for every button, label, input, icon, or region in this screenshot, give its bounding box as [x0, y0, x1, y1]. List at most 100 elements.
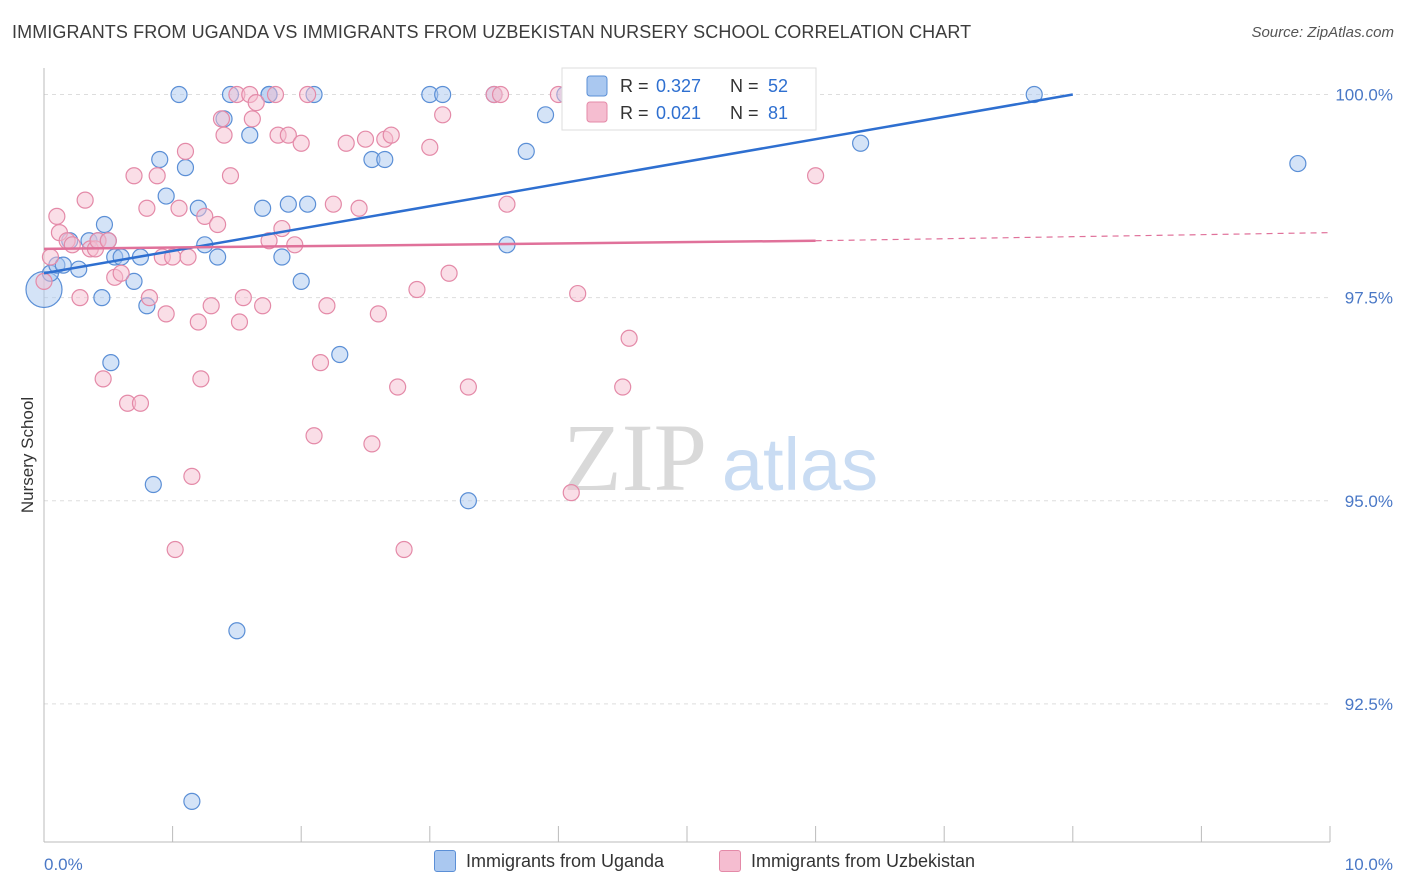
- legend-r-value-uganda: 0.327: [656, 76, 701, 96]
- point-uzbekistan-50: [292, 134, 310, 152]
- point-uzbekistan-41: [243, 110, 261, 128]
- point-uzbekistan-43: [254, 297, 272, 315]
- trend-lines: [43, 93, 1331, 275]
- point-uzbekistan-57: [350, 199, 368, 217]
- series-legend: Immigrants from Uganda Immigrants from U…: [0, 850, 1406, 880]
- point-uganda-22: [183, 792, 201, 810]
- point-uganda-35: [292, 272, 310, 290]
- point-uzbekistan-54: [318, 297, 336, 315]
- grid-lines: [44, 94, 1330, 705]
- point-uzbekistan-42: [247, 94, 265, 112]
- point-uganda-18: [151, 150, 169, 169]
- point-uganda-42: [434, 85, 452, 104]
- point-uzbekistan-72: [498, 195, 516, 213]
- tick-labels: 100.0% 97.5% 95.0% 92.5% 0.0% 10.0%: [44, 86, 1393, 875]
- y-tick-label-3: 92.5%: [1345, 695, 1393, 714]
- point-uzbekistan-48: [279, 126, 297, 144]
- point-uzbekistan-77: [620, 329, 638, 347]
- point-uganda-47: [536, 106, 555, 124]
- point-uzbekistan-17: [131, 394, 150, 412]
- point-uganda-30: [254, 199, 272, 217]
- point-uzbekistan-56: [337, 134, 355, 152]
- point-uganda-13: [112, 248, 130, 266]
- point-uzbekistan-45: [266, 85, 285, 104]
- point-uganda-20: [170, 85, 188, 104]
- point-uganda-29: [241, 126, 259, 144]
- x-tick-label-1: 10.0%: [1345, 855, 1393, 874]
- point-uzbekistan-7: [76, 191, 94, 209]
- point-uzbekistan-52: [305, 427, 323, 445]
- point-uganda-25: [209, 248, 227, 266]
- point-uzbekistan-33: [209, 215, 227, 234]
- point-uzbekistan-74: [562, 484, 580, 502]
- point-uganda-8: [93, 289, 111, 307]
- point-uzbekistan-31: [196, 207, 214, 225]
- y-tick-label-0: 100.0%: [1335, 86, 1393, 105]
- data-points: [25, 85, 1307, 810]
- point-uzbekistan-28: [183, 467, 201, 485]
- legend-n-label-uzbekistan: N =: [730, 103, 759, 123]
- point-uganda-38: [331, 345, 349, 364]
- point-uzbekistan-1: [41, 248, 60, 266]
- legend-n-value-uzbekistan: 81: [768, 103, 788, 123]
- point-uzbekistan-16: [125, 167, 143, 185]
- point-uganda-19: [157, 187, 175, 205]
- point-uzbekistan-25: [170, 199, 188, 217]
- point-uzbekistan-30: [192, 370, 210, 388]
- legend-r-value-uzbekistan: 0.021: [656, 103, 701, 123]
- point-uzbekistan-20: [148, 167, 166, 185]
- x-tick-label-0: 0.0%: [44, 855, 83, 874]
- point-uzbekistan-24: [166, 540, 184, 559]
- point-uzbekistan-66: [421, 138, 439, 156]
- legend-item-uzbekistan: Immigrants from Uzbekistan: [719, 850, 975, 872]
- point-uganda-14: [125, 272, 143, 290]
- point-uzbekistan-19: [140, 289, 159, 307]
- legend-r-label-uganda: R =: [620, 76, 649, 96]
- point-uganda-43: [459, 492, 477, 510]
- axes: [43, 68, 1331, 843]
- point-uzbekistan-71: [491, 85, 510, 104]
- point-uzbekistan-2: [48, 207, 66, 225]
- point-uzbekistan-76: [614, 378, 632, 396]
- point-uganda-28: [228, 622, 246, 640]
- point-uzbekistan-51: [299, 85, 317, 104]
- point-uzbekistan-11: [94, 370, 112, 388]
- point-uzbekistan-38: [230, 313, 249, 331]
- point-uzbekistan-69: [459, 378, 477, 396]
- point-uzbekistan-32: [202, 297, 220, 315]
- watermark-atlas: atlas: [722, 423, 878, 506]
- point-uzbekistan-78: [806, 167, 825, 185]
- point-uzbekistan-39: [234, 289, 252, 307]
- point-uzbekistan-64: [395, 540, 413, 559]
- point-uganda-33: [273, 248, 291, 266]
- point-uganda-46: [517, 142, 535, 160]
- legend-swatch-uzbekistan: [586, 101, 608, 123]
- legend-swatch-uganda-bottom: [434, 850, 456, 872]
- stats-legend: R = 0.327 N = 52 R = 0.021 N = 81: [561, 67, 817, 131]
- point-uganda-49: [852, 134, 870, 152]
- point-uganda-50: [1025, 85, 1043, 104]
- point-uganda-11: [102, 354, 120, 372]
- chart-title: IMMIGRANTS FROM UGANDA VS IMMIGRANTS FRO…: [12, 22, 972, 42]
- point-uzbekistan-63: [389, 378, 407, 396]
- trend-line-uzbekistan: [43, 239, 816, 251]
- point-uzbekistan-49: [286, 236, 304, 254]
- point-uzbekistan-6: [71, 289, 89, 307]
- point-uganda-51: [1289, 154, 1307, 173]
- point-uganda-40: [376, 150, 394, 169]
- point-uzbekistan-14: [112, 264, 130, 282]
- point-uganda-36: [299, 195, 317, 213]
- point-uzbekistan-53: [311, 354, 330, 372]
- point-uganda-9: [95, 215, 114, 234]
- point-uzbekistan-27: [179, 248, 197, 266]
- point-uganda-34: [279, 195, 297, 213]
- legend-swatch-uganda: [586, 75, 608, 97]
- legend-n-value-uganda: 52: [768, 76, 788, 96]
- point-uzbekistan-68: [440, 264, 458, 282]
- point-uganda-21: [176, 159, 195, 177]
- point-uzbekistan-65: [408, 280, 426, 299]
- source-label: Source: ZipAtlas.com: [1251, 24, 1394, 41]
- point-uzbekistan-35: [215, 126, 233, 144]
- legend-r-label-uzbekistan: R =: [620, 103, 649, 123]
- trend-extension-uzbekistan: [815, 232, 1331, 242]
